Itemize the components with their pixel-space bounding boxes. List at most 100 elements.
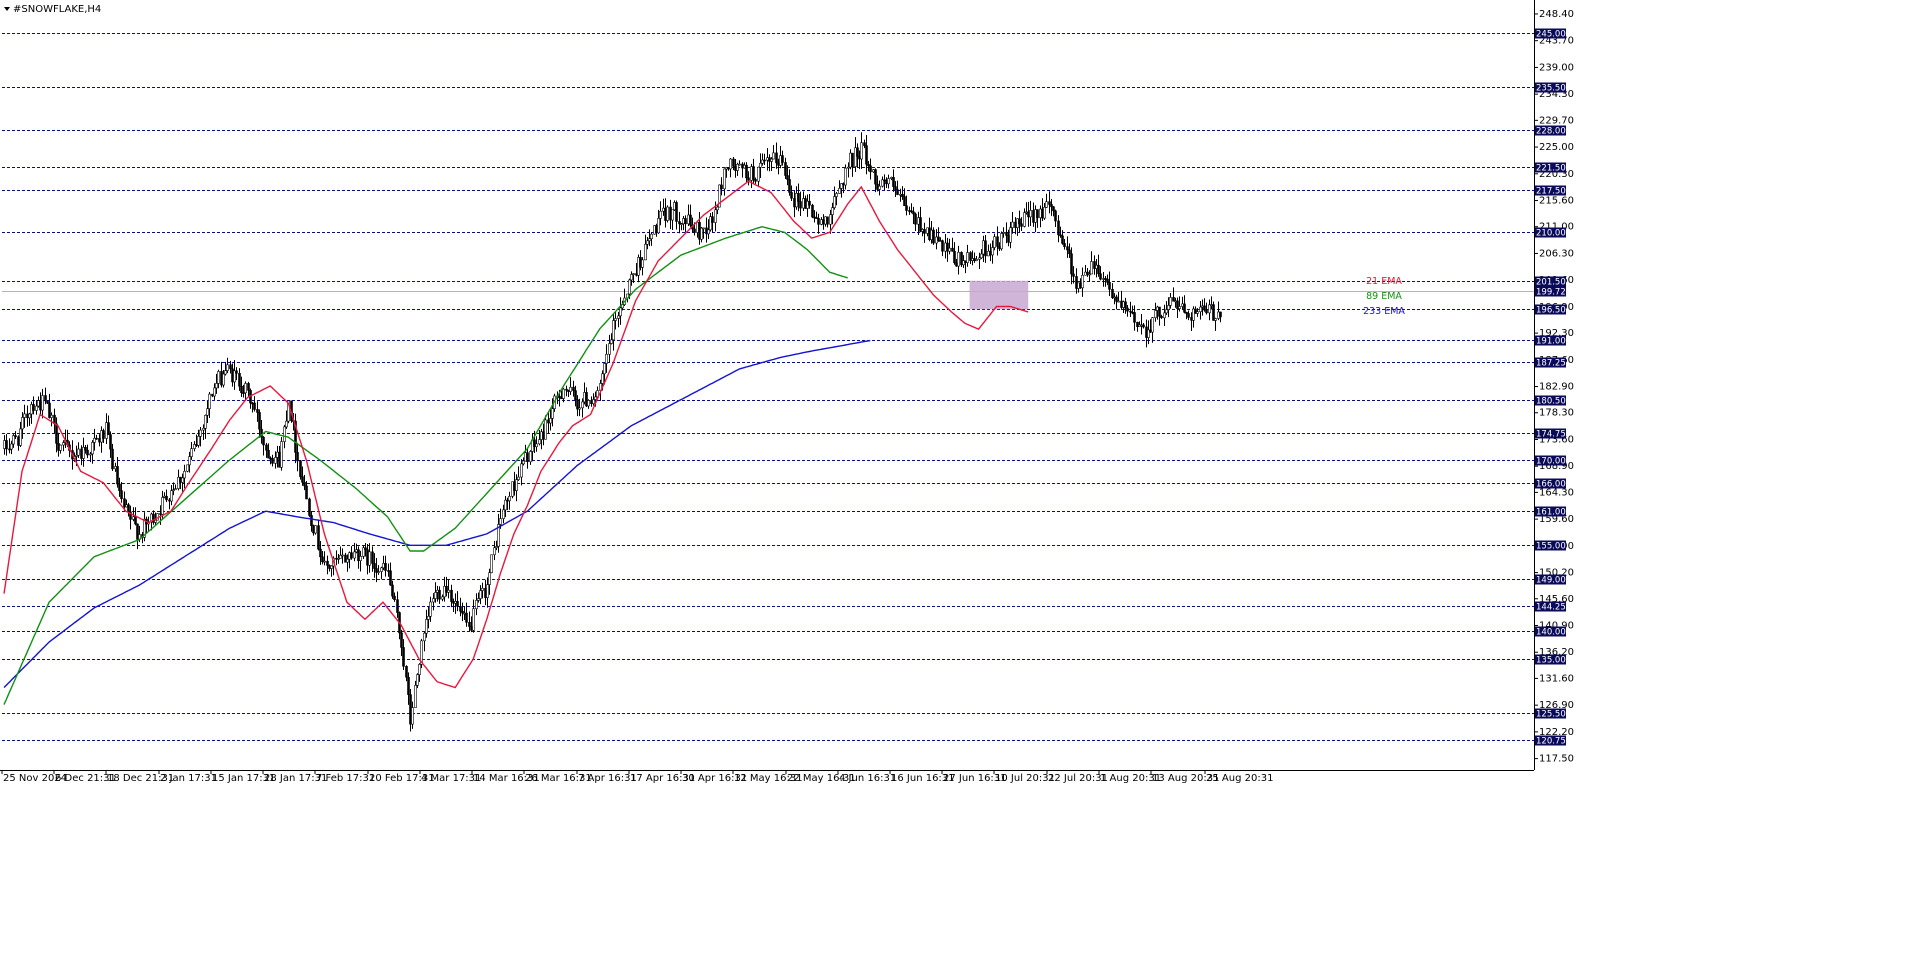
level-price-tag (1535, 626, 1566, 637)
price-tick-label: 122.20 (1539, 727, 1574, 738)
candle-body (1194, 308, 1197, 314)
ema-233-line[interactable] (3, 339, 871, 688)
price-tick-label: 220.30 (1539, 169, 1574, 180)
candle-body (867, 163, 870, 167)
candle-body (1005, 232, 1008, 236)
candle-body (75, 454, 78, 457)
candle-body (770, 158, 773, 162)
candle-body (46, 400, 49, 404)
candle-body (242, 392, 245, 395)
candle-body (107, 422, 110, 435)
candle-body (229, 364, 232, 370)
candle-body (538, 439, 541, 445)
candle-body (377, 571, 380, 573)
candle-body (1138, 324, 1141, 327)
price-tick-label: 234.30 (1539, 89, 1574, 100)
candle-body (238, 372, 241, 387)
candle-body (592, 399, 595, 405)
candle-body (179, 476, 182, 483)
candle-body (190, 448, 193, 457)
candle-body (375, 568, 378, 573)
candle-body (301, 476, 304, 483)
candle-body (504, 499, 507, 511)
candle-body (231, 368, 234, 383)
candle-body (80, 448, 83, 459)
candle-body (910, 210, 913, 213)
level-price-tag (1535, 540, 1566, 551)
candle-body (711, 216, 714, 223)
candle-body (233, 370, 236, 383)
candle-body (402, 647, 405, 667)
candle-body (486, 584, 489, 598)
candle-body (1199, 306, 1202, 312)
candle-body (761, 159, 764, 164)
candle-body (8, 448, 11, 451)
candle-body (432, 598, 435, 603)
candle-body (1099, 273, 1102, 280)
candle-body (323, 560, 326, 563)
candle-body (835, 193, 838, 197)
candle-body (208, 393, 211, 409)
candle-body (170, 490, 173, 502)
candle-body (666, 206, 669, 221)
candle-body (808, 200, 811, 206)
level-price-label: 135.00 (1536, 656, 1566, 666)
candle-body (648, 238, 651, 242)
dropdown-triangle-icon[interactable] (4, 7, 10, 11)
candle-body (362, 547, 365, 557)
price-tick-label: 192.30 (1539, 328, 1574, 339)
candle-body (1009, 227, 1012, 243)
candle-body (100, 430, 103, 443)
current-price-label: 199.72 (1536, 288, 1566, 298)
candle-body (1036, 209, 1039, 218)
candle-body (1106, 278, 1109, 283)
candle-body (1203, 305, 1206, 311)
candle-body (154, 519, 157, 523)
candle-body (14, 435, 17, 438)
candle-body (285, 420, 288, 428)
level-price-label: 155.00 (1536, 542, 1566, 552)
candle-body (310, 515, 313, 527)
candle-body (657, 218, 660, 234)
ema-89-line[interactable] (3, 225, 848, 705)
supply-zone[interactable] (969, 280, 1029, 310)
candle-body (19, 428, 22, 446)
candle-body (1000, 233, 1003, 250)
candle-body (617, 315, 620, 319)
candle-body (1077, 282, 1080, 289)
current-price-tag (1535, 286, 1566, 297)
candle-body (1149, 329, 1152, 333)
candle-body (262, 436, 265, 446)
price-tick-label: 178.30 (1539, 408, 1574, 419)
candle-body (1129, 310, 1132, 313)
candle-body (659, 210, 662, 219)
candle-body (10, 443, 13, 450)
candle-body (693, 228, 696, 233)
candle-body (851, 152, 854, 167)
candle-body (416, 674, 419, 686)
candle-body (1210, 304, 1213, 306)
candle-body (772, 152, 775, 160)
ema-21-line[interactable] (3, 180, 1029, 689)
candle-body (299, 460, 302, 477)
candle-body (953, 251, 956, 264)
level-price-tag (1535, 654, 1566, 665)
candle-body (984, 240, 987, 257)
candle-body (429, 601, 432, 617)
candle-body (723, 168, 726, 190)
candle-body (923, 229, 926, 234)
candle-body (833, 196, 836, 208)
price-tick-label: 126.90 (1539, 700, 1574, 711)
candle-body (35, 405, 38, 411)
time-tick-label: 6 Dec 21:31 (55, 773, 116, 784)
candle-body (319, 548, 322, 558)
candle-body (1068, 249, 1071, 255)
time-tick-label: 12 May 16:31 (734, 773, 803, 784)
candle-body (894, 186, 897, 190)
candle-body (111, 448, 114, 470)
time-tick-label: 17 Apr 16:31 (630, 773, 695, 784)
candle-body (797, 193, 800, 202)
level-price-tag (1535, 304, 1566, 315)
